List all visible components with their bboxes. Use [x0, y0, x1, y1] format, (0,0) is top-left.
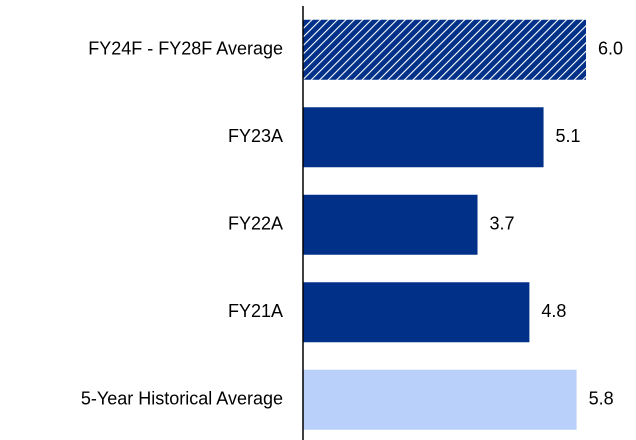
value-label: 4.8 [541, 301, 566, 321]
category-label: FY21A [228, 301, 283, 321]
bar [303, 194, 478, 255]
bar [303, 369, 577, 430]
value-label: 6.0 [598, 39, 623, 59]
bar [303, 19, 586, 80]
value-label: 3.7 [490, 214, 515, 234]
category-label: FY22A [228, 214, 283, 234]
value-label: 5.1 [556, 126, 581, 146]
bar [303, 107, 544, 168]
value-label: 5.8 [589, 389, 614, 409]
category-label: FY23A [228, 126, 283, 146]
category-label: 5-Year Historical Average [81, 389, 283, 409]
category-label: FY24F - FY28F Average [88, 39, 283, 59]
bar [303, 282, 530, 343]
